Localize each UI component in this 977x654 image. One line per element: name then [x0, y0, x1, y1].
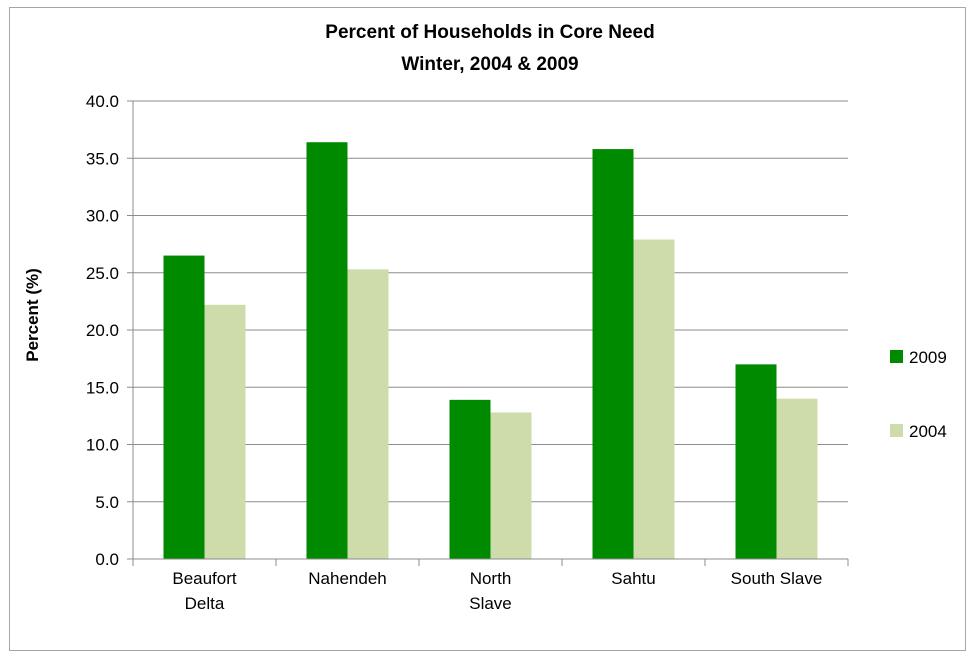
bar-2009-0 — [163, 255, 205, 559]
y-tick-label: 40.0 — [86, 92, 119, 111]
x-tick-label: Beaufort — [172, 569, 237, 588]
axes — [132, 101, 848, 560]
y-tick-label: 30.0 — [86, 207, 119, 226]
legend-swatch-2009 — [890, 350, 903, 363]
x-tick-label: Sahtu — [611, 569, 655, 588]
legend-label-2009: 2009 — [909, 348, 947, 367]
bar-2004-2 — [490, 412, 532, 559]
y-tick-label: 15.0 — [86, 378, 119, 397]
y-axis-ticks: 0.0 5.0 10.0 15.0 20.0 25.0 30.0 35.0 40.0 — [86, 92, 133, 569]
bar-2004-4 — [776, 398, 818, 559]
x-axis-ticks: Beaufort Delta Nahendeh North Slave Sahtu Sout… — [132, 559, 849, 613]
bar-2009-3 — [592, 149, 634, 559]
y-tick-label: 20.0 — [86, 321, 119, 340]
bar-2004-1 — [347, 269, 389, 559]
legend-label-2004: 2004 — [909, 422, 947, 441]
bars — [163, 142, 818, 560]
legend-swatch-2004 — [890, 424, 903, 437]
y-tick-label: 25.0 — [86, 264, 119, 283]
gridlines — [133, 100, 848, 503]
x-tick-label: Delta — [185, 594, 225, 613]
y-tick-label: 5.0 — [95, 493, 119, 512]
y-tick-label: 35.0 — [86, 149, 119, 168]
y-tick-label: 0.0 — [95, 550, 119, 569]
x-tick-label: North — [470, 569, 512, 588]
chart-title: Percent of Households in Core Need — [325, 22, 654, 43]
bar-2004-0 — [204, 304, 246, 559]
legend: 2009 2004 — [890, 348, 947, 441]
x-tick-label: Nahendeh — [308, 569, 386, 588]
y-axis-title: Percent (%) — [23, 268, 42, 362]
bar-2009-4 — [735, 364, 777, 559]
y-tick-label: 10.0 — [86, 436, 119, 455]
bar-2009-1 — [306, 142, 348, 559]
bar-2004-3 — [633, 239, 675, 560]
bar-2009-2 — [449, 399, 491, 559]
chart-subtitle: Winter, 2004 & 2009 — [401, 54, 578, 75]
x-tick-label: South Slave — [731, 569, 823, 588]
x-tick-label: Slave — [469, 594, 512, 613]
